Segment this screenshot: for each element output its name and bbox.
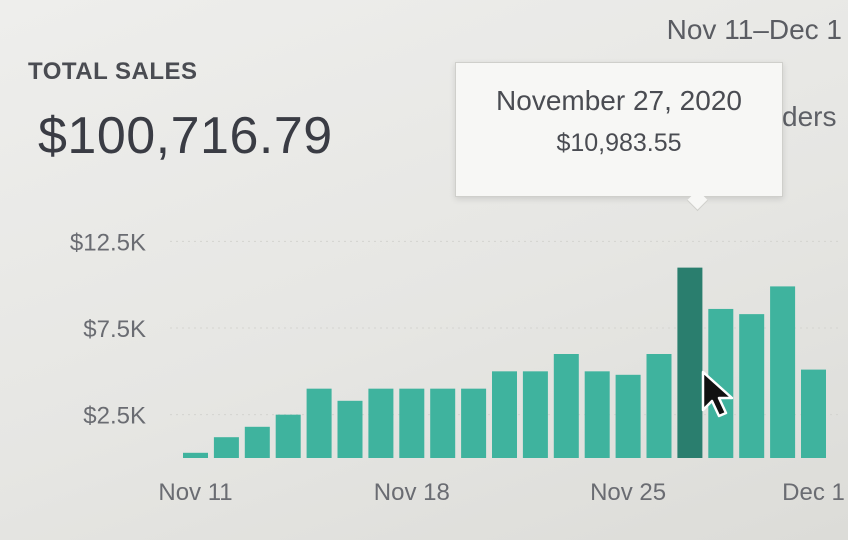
x-tick-label: Nov 11 [158, 479, 232, 506]
bar[interactable] [615, 374, 641, 458]
tooltip-amount: $10,983.55 [556, 129, 682, 157]
bar[interactable] [244, 426, 270, 458]
bar[interactable] [801, 369, 826, 458]
bar[interactable] [337, 400, 363, 458]
x-tick-label: Nov 18 [374, 479, 450, 506]
bar[interactable] [275, 414, 301, 458]
bar[interactable] [183, 452, 208, 458]
tooltip-date: November 27, 2020 [496, 85, 742, 116]
total-sales-value: $100,716.79 [38, 107, 333, 165]
bar[interactable] [553, 354, 579, 458]
bar[interactable] [399, 388, 425, 458]
card-title: TOTAL SALES [28, 58, 198, 85]
bar[interactable] [770, 286, 796, 458]
y-tick-label: $12.5K [70, 229, 146, 256]
bar[interactable] [646, 354, 672, 458]
x-tick-label: Dec 1 [782, 479, 845, 506]
x-tick-label: Nov 25 [590, 479, 666, 506]
bar-highlighted[interactable] [677, 267, 703, 458]
bar[interactable] [461, 388, 487, 458]
bar[interactable] [213, 437, 239, 458]
bar[interactable] [306, 388, 332, 458]
y-tick-label: $7.5K [83, 316, 146, 343]
bar[interactable] [522, 371, 548, 458]
bar[interactable] [368, 388, 394, 458]
chart-tooltip: November 27, 2020 $10,983.55 [455, 62, 783, 197]
orders-label: ders [782, 101, 837, 132]
bar[interactable] [492, 371, 517, 458]
bar[interactable] [430, 388, 456, 458]
y-tick-label: $2.5K [83, 403, 146, 430]
bar[interactable] [584, 371, 610, 458]
mouse-pointer-icon [701, 370, 734, 418]
bar[interactable] [739, 314, 765, 458]
date-range-selector[interactable]: Nov 11–Dec 1 [666, 14, 842, 45]
